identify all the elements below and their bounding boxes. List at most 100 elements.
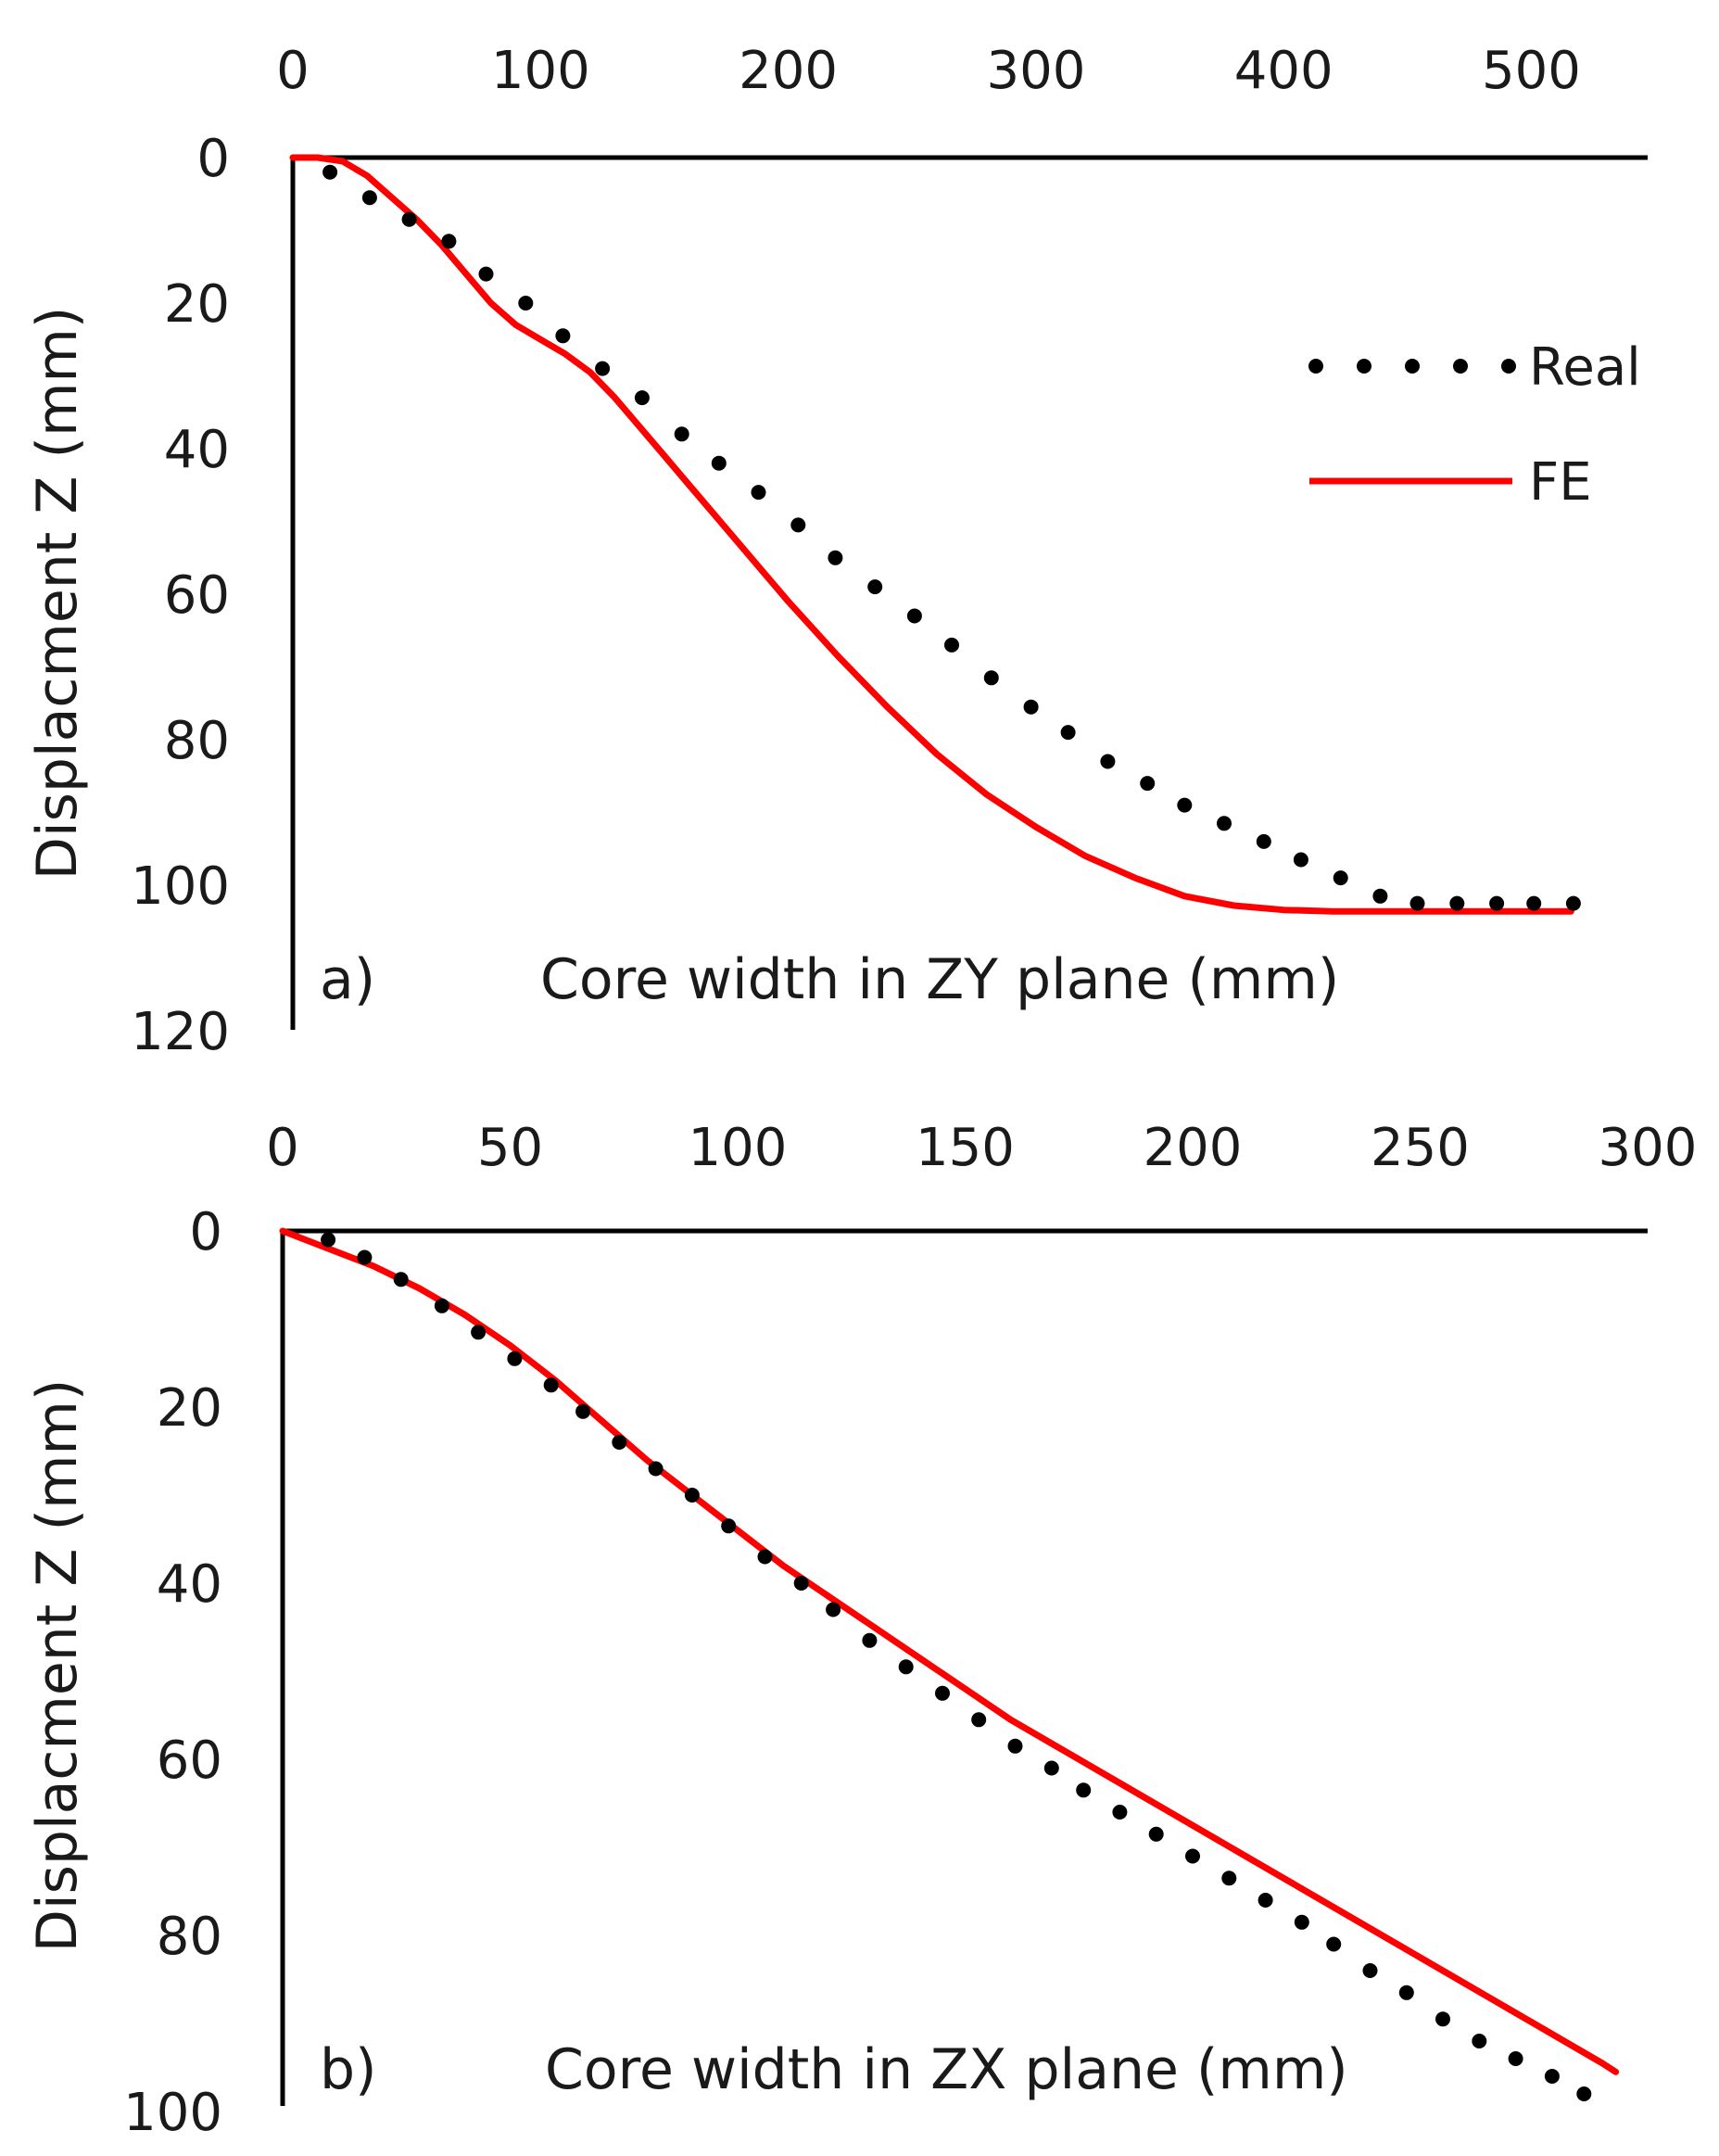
real-data-point [751, 485, 766, 501]
real-data-point [1148, 1826, 1164, 1842]
real-data-point [1185, 1848, 1200, 1864]
real-data-point [612, 1435, 627, 1450]
x-tick-label: 400 [1234, 41, 1333, 101]
panel-a-fe-series-line [289, 154, 1574, 915]
real-data-point [357, 1249, 373, 1265]
x-tick-label: 100 [689, 1118, 788, 1178]
real-data-point [1409, 895, 1425, 911]
real-data-point [1294, 1914, 1309, 1930]
y-tick-label: 40 [157, 1554, 222, 1615]
real-data-point [393, 1272, 409, 1287]
panel-b-fe-series-line [279, 1227, 1620, 2075]
real-data-point [867, 579, 883, 595]
real-data-point [757, 1549, 773, 1565]
real-data-point [1435, 2011, 1450, 2027]
x-tick-label: 200 [739, 41, 838, 101]
real-data-point [721, 1518, 737, 1534]
x-tick-label: 150 [916, 1118, 1015, 1178]
real-data-point [518, 296, 534, 311]
real-data-point [543, 1377, 559, 1393]
real-data-point [1326, 1936, 1342, 1952]
y-tick-label: 100 [123, 2083, 222, 2143]
y-tick-label: 80 [157, 1907, 222, 1967]
x-tick-label: 200 [1144, 1118, 1243, 1178]
real-data-point [595, 361, 611, 376]
real-data-point [1100, 754, 1116, 769]
legend-real-marker [1453, 359, 1468, 374]
real-data-point [790, 517, 806, 533]
real-data-point [862, 1632, 878, 1648]
real-data-point [1544, 2069, 1560, 2084]
panel-a-x-axis-title: Core width in ZY plane (mm) [540, 947, 1339, 1012]
real-data-point [971, 1712, 987, 1728]
y-tick-label: 40 [164, 420, 230, 480]
panel-b-x-axis-title: Core width in ZX plane (mm) [545, 2037, 1348, 2102]
real-data-point [1565, 895, 1581, 911]
legend-real-marker [1357, 359, 1371, 374]
real-data-point [935, 1685, 950, 1701]
real-data-point [1526, 895, 1542, 911]
y-tick-label: 0 [189, 1202, 222, 1262]
real-data-point [1293, 852, 1308, 868]
panel-a-label: a) [320, 947, 375, 1012]
real-data-point [1217, 816, 1232, 831]
real-data-point [1076, 1782, 1092, 1798]
real-data-point [944, 637, 959, 653]
real-data-point [1043, 1760, 1059, 1776]
real-data-point [826, 1602, 841, 1617]
y-tick-label: 20 [157, 1378, 222, 1439]
x-tick-label: 300 [1599, 1118, 1698, 1178]
real-data-point [1112, 1805, 1128, 1820]
real-data-point [471, 1325, 487, 1340]
x-tick-label: 500 [1482, 41, 1581, 101]
real-data-point [906, 608, 922, 624]
y-tick-label: 80 [164, 711, 230, 771]
x-tick-label: 100 [491, 41, 590, 101]
real-data-point [1398, 1985, 1414, 2000]
real-data-point [361, 190, 377, 206]
real-data-point [793, 1576, 809, 1591]
real-data-point [898, 1659, 914, 1675]
real-data-point [401, 211, 417, 227]
real-data-point [1372, 888, 1388, 904]
real-data-point [1221, 1871, 1237, 1886]
real-data-point [1362, 1963, 1378, 1978]
panel-b-label: b) [320, 2037, 377, 2102]
y-tick-label: 120 [131, 1002, 230, 1062]
real-data-point [322, 164, 338, 180]
real-data-point [1333, 870, 1348, 886]
panel-a-chart: Displacment Z (mm) a) Core width in ZY p… [25, 41, 1648, 1062]
real-data-point [1256, 833, 1271, 849]
panel-a-legend-fe-label: FE [1529, 452, 1592, 513]
legend-real-marker [1501, 359, 1516, 374]
y-tick-label: 60 [157, 1731, 222, 1791]
panel-b-chart: Displacment Z (mm) b) Core width in ZX p… [25, 1118, 1697, 2143]
real-data-point [1007, 1738, 1023, 1754]
real-data-point [983, 670, 999, 686]
panel-a-y-axis-title: Displacment Z (mm) [25, 307, 90, 881]
x-tick-label: 50 [477, 1118, 543, 1178]
y-tick-label: 20 [164, 274, 230, 335]
real-data-point [1576, 2086, 1592, 2101]
real-data-point [684, 1488, 700, 1503]
x-tick-label: 300 [986, 41, 1085, 101]
real-data-point [711, 455, 727, 471]
real-data-point [828, 550, 843, 565]
y-tick-label: 100 [131, 856, 230, 917]
y-tick-label: 60 [164, 565, 230, 626]
real-data-point [674, 426, 689, 442]
real-data-point [575, 1403, 591, 1419]
legend-real-marker [1405, 359, 1420, 374]
real-data-point [1060, 725, 1076, 741]
legend-real-marker [1308, 359, 1323, 374]
real-data-point [1449, 895, 1465, 911]
x-tick-label: 250 [1371, 1118, 1470, 1178]
panel-a-legend: Real FE [1308, 337, 1641, 513]
y-tick-label: 0 [196, 129, 230, 189]
real-data-point [507, 1351, 523, 1366]
real-data-point [1140, 776, 1156, 792]
real-data-point [321, 1232, 336, 1248]
real-data-point [648, 1461, 664, 1477]
real-data-point [1472, 2034, 1487, 2048]
